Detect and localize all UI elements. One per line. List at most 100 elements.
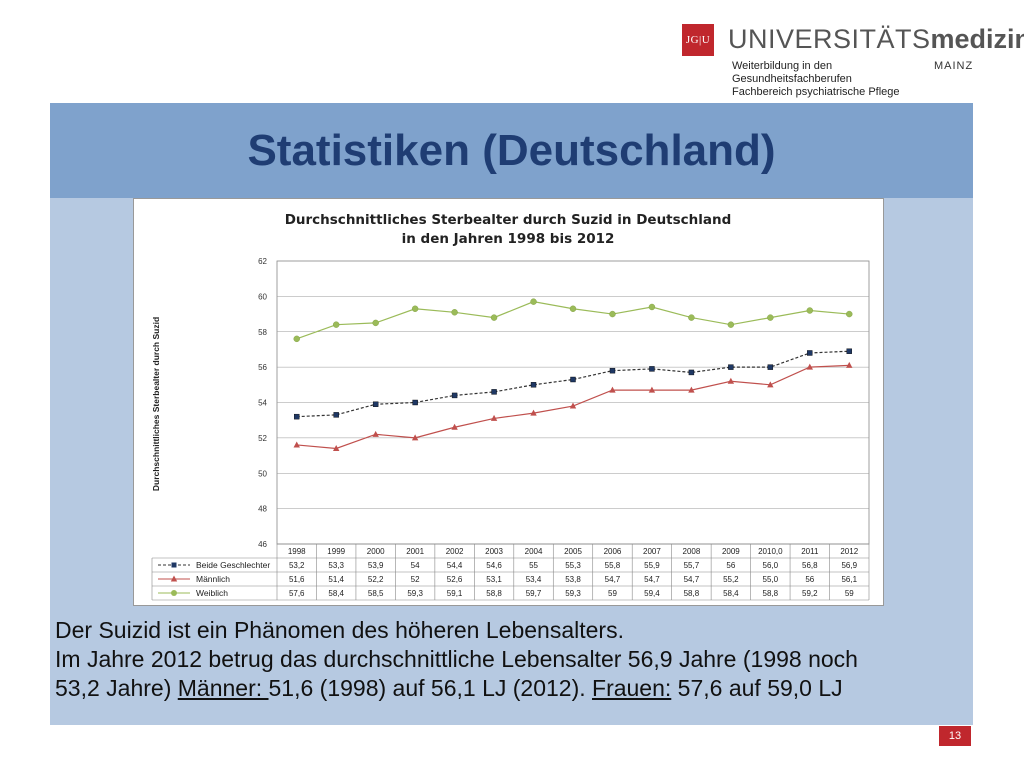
data-label-1: 51,6: [289, 575, 305, 584]
series-point-0: [372, 401, 379, 407]
series-point-2: [490, 314, 498, 321]
y-tick-label: 62: [258, 257, 267, 266]
series-point-0: [609, 367, 616, 374]
data-label-2: 59,7: [526, 589, 542, 598]
x-tick-label: 1998: [288, 547, 306, 556]
data-label-1: 56,1: [841, 575, 857, 584]
data-label-0: 55,9: [644, 561, 660, 570]
body-line-3b: 51,6 (1998) auf 56,1 LJ (2012).: [268, 675, 593, 701]
data-label-1: 51,4: [328, 575, 344, 584]
department-info: Weiterbildung in den Gesundheitsfachberu…: [732, 60, 900, 99]
data-label-1: 55,2: [723, 575, 739, 584]
data-label-0: 55,7: [684, 561, 700, 570]
y-axis-label: Durchschnittliches Sterbealter durch Suz…: [151, 317, 161, 491]
data-label-0: 56,0: [763, 561, 779, 570]
data-label-2: 58,8: [486, 589, 502, 598]
series-point-0: [807, 350, 813, 356]
data-label-1: 54,7: [605, 575, 621, 584]
series-point-0: [570, 376, 576, 383]
series-point-0: [294, 413, 300, 420]
series-point-0: [530, 382, 537, 388]
series-point-2: [372, 319, 379, 327]
data-label-2: 59: [608, 589, 617, 598]
y-tick-label: 60: [258, 292, 267, 301]
body-line-1: Der Suizid ist ein Phänomen des höheren …: [55, 617, 624, 643]
maenner-label: Männer:: [177, 675, 269, 701]
data-label-2: 59,3: [565, 589, 581, 598]
data-label-0: 53,3: [328, 561, 344, 570]
series-point-2: [530, 298, 537, 305]
series-point-0: [333, 412, 339, 418]
series-point-0: [649, 366, 655, 372]
data-label-0: 56,9: [841, 561, 857, 570]
series-point-2: [569, 305, 577, 312]
series-point-1: [609, 386, 616, 393]
x-tick-label: 2001: [406, 547, 424, 556]
page-number: 13: [939, 726, 971, 746]
data-label-2: 59,1: [447, 589, 463, 598]
data-label-2: 59,4: [644, 589, 660, 598]
data-label-2: 57,6: [289, 589, 305, 598]
data-label-0: 56: [726, 561, 735, 570]
series-point-1: [648, 386, 656, 393]
body-line-3a: 53,2 Jahre): [55, 675, 178, 701]
body-line-2: Im Jahre 2012 betrug das durchschnittlic…: [55, 646, 858, 672]
x-tick-label: 2009: [722, 547, 740, 556]
x-tick-label: 2006: [604, 547, 622, 556]
data-label-2: 59,2: [802, 589, 818, 598]
place-label: MAINZ: [934, 60, 974, 72]
data-label-0: 53,2: [289, 561, 305, 570]
data-label-1: 54,7: [684, 575, 700, 584]
jgu-logo: JG|U: [682, 24, 714, 56]
series-line-0: [296, 350, 850, 418]
y-tick-label: 54: [258, 399, 267, 408]
data-label-0: 55,8: [605, 561, 621, 570]
data-label-2: 58,4: [723, 589, 739, 598]
series-point-2: [648, 303, 656, 311]
legend-label-1: Männlich: [196, 574, 230, 584]
series-point-1: [490, 414, 498, 421]
data-label-2: 59: [845, 589, 854, 598]
series-point-1: [411, 434, 419, 441]
data-label-0: 54,4: [447, 561, 463, 570]
dept-line-2: Gesundheitsfachberufen: [732, 73, 852, 85]
series-point-1: [806, 363, 813, 370]
brand-light: UNIVERSITÄTS: [728, 24, 931, 54]
series-point-1: [451, 423, 458, 430]
series-point-0: [451, 392, 458, 399]
data-label-1: 54,7: [644, 575, 660, 584]
series-point-0: [728, 364, 734, 370]
series-point-0: [846, 348, 852, 354]
data-label-0: 55: [529, 561, 538, 570]
x-tick-label: 1999: [327, 547, 345, 556]
x-tick-label: 2008: [683, 547, 701, 556]
series-point-1: [727, 377, 735, 384]
series-point-2: [332, 321, 340, 328]
dept-line-1: Weiterbildung in den: [732, 60, 833, 72]
brand-bold: medizin.: [930, 24, 1024, 54]
x-tick-label: 2010,0: [758, 547, 783, 556]
data-label-1: 52,6: [447, 575, 463, 584]
body-text: Der Suizid ist ein Phänomen des höheren …: [55, 616, 970, 703]
data-label-1: 55,0: [763, 575, 779, 584]
y-tick-label: 56: [258, 363, 267, 372]
y-tick-label: 52: [258, 434, 267, 443]
dept-line-3: Fachbereich psychiatrische Pflege: [732, 86, 900, 98]
series-point-0: [767, 364, 774, 370]
legend-key-marker-2: [171, 590, 177, 596]
series-point-2: [846, 310, 853, 318]
series-point-2: [806, 307, 813, 314]
data-label-0: 54,6: [486, 561, 502, 570]
body-line-3c: 57,6 auf 59,0 LJ: [671, 675, 843, 701]
x-tick-label: 2000: [367, 547, 385, 556]
series-point-1: [333, 444, 340, 451]
series-point-1: [767, 381, 774, 388]
slide-title: Statistiken (Deutschland): [247, 125, 776, 175]
chart-title-line-2: in den Jahren 1998 bis 2012: [402, 231, 615, 247]
series-point-2: [451, 309, 458, 316]
y-tick-label: 46: [258, 540, 267, 549]
series-point-2: [727, 321, 735, 328]
series-point-2: [767, 314, 774, 321]
series-point-2: [411, 305, 419, 312]
data-label-2: 58,5: [368, 589, 384, 598]
